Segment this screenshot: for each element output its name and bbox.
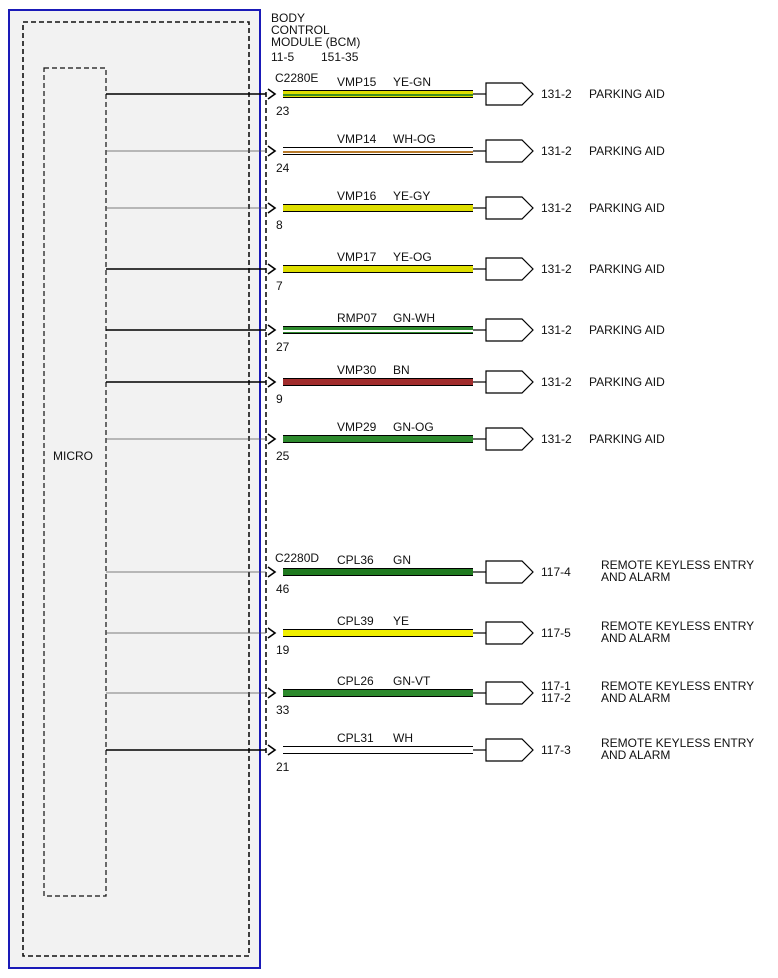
destination-label: PARKING AID xyxy=(589,201,665,215)
pin-number: 25 xyxy=(276,449,290,463)
pin-number: 23 xyxy=(276,104,290,118)
destination-ref: 117-1 117-2 xyxy=(541,679,571,705)
circuit-label: VMP17 xyxy=(337,250,377,264)
destination-ref: 117-4 xyxy=(541,565,571,579)
destination-label: PARKING AID xyxy=(589,432,665,446)
pin-arrow xyxy=(267,145,277,157)
wire-fill xyxy=(283,630,473,636)
destination-ref: 131-2 xyxy=(541,375,572,389)
module-ref-b: 151-35 xyxy=(321,50,359,64)
inline-connector xyxy=(485,621,534,645)
pin-arrow xyxy=(267,376,277,388)
pin-arrow xyxy=(267,324,277,336)
inline-connector xyxy=(485,82,534,106)
wire-fill xyxy=(283,205,473,211)
wire-color-label: YE xyxy=(393,614,410,628)
pin-number: 9 xyxy=(276,392,283,406)
destination-ref: 131-2 xyxy=(541,87,572,101)
pin-arrow xyxy=(267,627,277,639)
pin-arrow xyxy=(267,263,277,275)
pin-arrow xyxy=(267,566,277,578)
pin-arrow xyxy=(267,88,277,100)
wire-color-label: GN xyxy=(393,553,411,567)
destination-ref: 131-2 xyxy=(541,323,572,337)
wire-color-label: YE-GY xyxy=(393,189,431,203)
destination-ref: 131-2 xyxy=(541,144,572,158)
destination-label: PARKING AID xyxy=(589,87,665,101)
pin-arrow xyxy=(267,433,277,445)
circuit-label: RMP07 xyxy=(337,311,378,325)
pin-number: 46 xyxy=(276,582,290,596)
circuit-label: VMP16 xyxy=(337,189,377,203)
wire-color-label: WH-OG xyxy=(393,132,436,146)
wire-fill xyxy=(283,747,473,753)
inline-connector xyxy=(485,370,534,394)
destination-label: REMOTE KEYLESS ENTRY AND ALARM xyxy=(601,736,755,762)
bcm-internal-boundary xyxy=(22,21,250,957)
destination-label: REMOTE KEYLESS ENTRY AND ALARM xyxy=(601,619,755,645)
pin-number: 7 xyxy=(276,279,283,293)
wire-stripe xyxy=(283,94,473,96)
pin-number: 27 xyxy=(276,340,290,354)
inline-connector xyxy=(485,681,534,705)
destination-label: REMOTE KEYLESS ENTRY AND ALARM xyxy=(601,679,755,705)
wire-color-label: GN-WH xyxy=(393,311,435,325)
pin-number: 24 xyxy=(276,161,290,175)
inline-connector xyxy=(485,427,534,451)
module-title: BODY CONTROL MODULE (BCM) xyxy=(271,11,361,49)
pin-arrow xyxy=(267,202,277,214)
destination-ref: 131-2 xyxy=(541,201,572,215)
circuit-label: CPL36 xyxy=(337,553,374,567)
inline-connector xyxy=(485,318,534,342)
module-ref-a: 11-5 xyxy=(271,50,295,64)
circuit-label: CPL31 xyxy=(337,731,374,745)
destination-ref: 131-2 xyxy=(541,262,572,276)
connector-id: C2280D xyxy=(275,551,320,565)
destination-ref: 117-5 xyxy=(541,626,571,640)
inline-connector xyxy=(485,196,534,220)
destination-ref: 131-2 xyxy=(541,432,572,446)
inline-connector xyxy=(485,560,534,584)
inline-connector xyxy=(485,139,534,163)
connector-id: C2280E xyxy=(275,71,319,85)
circuit-label: VMP15 xyxy=(337,75,377,89)
pin-number: 21 xyxy=(276,760,290,774)
circuit-label: VMP30 xyxy=(337,363,377,377)
circuit-label: CPL26 xyxy=(337,674,374,688)
pin-number: 8 xyxy=(276,218,283,232)
micro-label: MICRO xyxy=(53,449,93,463)
circuit-label: VMP14 xyxy=(337,132,377,146)
wire-color-label: YE-GN xyxy=(393,75,432,89)
pin-number: 33 xyxy=(276,703,290,717)
wire-fill xyxy=(283,379,473,385)
micro-block xyxy=(43,67,107,897)
wire-stripe xyxy=(283,330,473,332)
circuit-label: CPL39 xyxy=(337,614,374,628)
inline-connector xyxy=(485,738,534,762)
destination-label: PARKING AID xyxy=(589,262,665,276)
wire-stripe xyxy=(283,151,473,153)
destination-ref: 117-3 xyxy=(541,743,571,757)
wire-fill xyxy=(283,569,473,575)
wire-color-label: GN-VT xyxy=(393,674,431,688)
inline-connector xyxy=(485,257,534,281)
circuit-label: VMP29 xyxy=(337,420,377,434)
pin-number: 19 xyxy=(276,643,290,657)
bcm-module-outline xyxy=(8,9,261,969)
wire-color-label: YE-OG xyxy=(393,250,432,264)
destination-label: REMOTE KEYLESS ENTRY AND ALARM xyxy=(601,558,755,584)
wire-color-label: WH xyxy=(393,731,413,745)
pin-arrow xyxy=(267,744,277,756)
wire-fill xyxy=(283,436,473,442)
destination-label: PARKING AID xyxy=(589,375,665,389)
pin-arrow xyxy=(267,687,277,699)
wire-color-label: BN xyxy=(393,363,410,377)
wire-fill xyxy=(283,266,473,272)
destination-label: PARKING AID xyxy=(589,144,665,158)
wire-color-label: GN-OG xyxy=(393,420,434,434)
destination-label: PARKING AID xyxy=(589,323,665,337)
wire-fill xyxy=(283,690,473,696)
